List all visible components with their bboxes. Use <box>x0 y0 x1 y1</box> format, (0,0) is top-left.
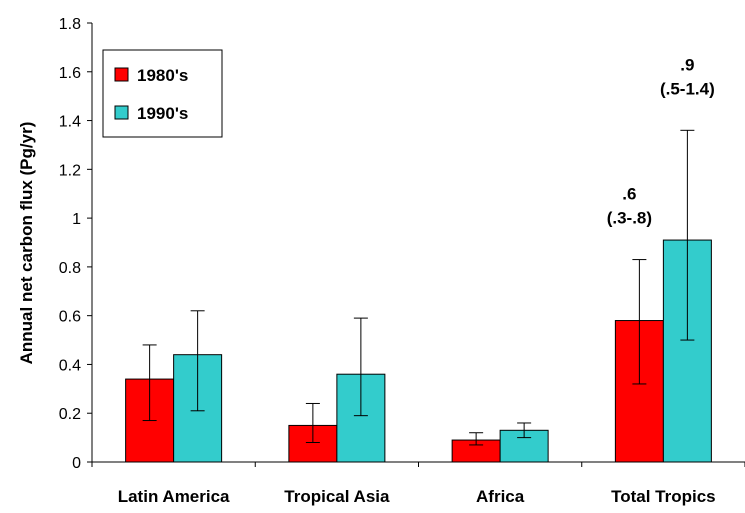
y-tick-label: 1.2 <box>59 162 81 179</box>
data-annotation: (.3-.8) <box>607 209 652 228</box>
data-annotation: .9 <box>680 55 694 74</box>
x-tick-label: Africa <box>476 487 525 506</box>
y-tick-label: 0.8 <box>59 260 81 277</box>
y-tick-label: 1.6 <box>59 65 81 82</box>
x-tick-label: Latin America <box>118 487 230 506</box>
y-tick-label: 1.4 <box>59 114 81 131</box>
legend: 1980's 1990's <box>102 49 223 138</box>
bars <box>125 239 712 463</box>
x-tick-label: Tropical Asia <box>284 487 390 506</box>
legend-label-1990s: 1990's <box>137 104 188 123</box>
data-annotation: (.5-1.4) <box>660 79 715 98</box>
y-tick-label: 0.4 <box>59 357 81 374</box>
legend-box <box>102 49 223 138</box>
x-axis: Latin America Tropical Asia Africa Total Tr… <box>91 461 745 506</box>
x-tick-label: Total Tropics <box>611 487 716 506</box>
annotations: .6 (.3-.8) .9 (.5-1.4) <box>607 55 715 227</box>
y-tick-label: 0.6 <box>59 309 81 326</box>
y-tick-label: 1.8 <box>59 16 81 33</box>
y-axis: 0 0.2 0.4 0.6 0.8 1 1.2 1.4 1.6 1.8 <box>59 16 93 472</box>
error-bars <box>142 129 695 446</box>
legend-label-1980s: 1980's <box>137 66 188 85</box>
legend-swatch-1990s <box>114 105 129 120</box>
y-tick-label: 0.2 <box>59 406 81 423</box>
y-tick-label: 0 <box>72 455 81 472</box>
y-axis-label: Annual net carbon flux (Pg/yr) <box>17 122 36 365</box>
data-annotation: .6 <box>622 185 636 204</box>
y-tick-label: 1 <box>72 211 81 228</box>
bar <box>288 424 338 463</box>
legend-swatch-1980s <box>114 67 129 82</box>
